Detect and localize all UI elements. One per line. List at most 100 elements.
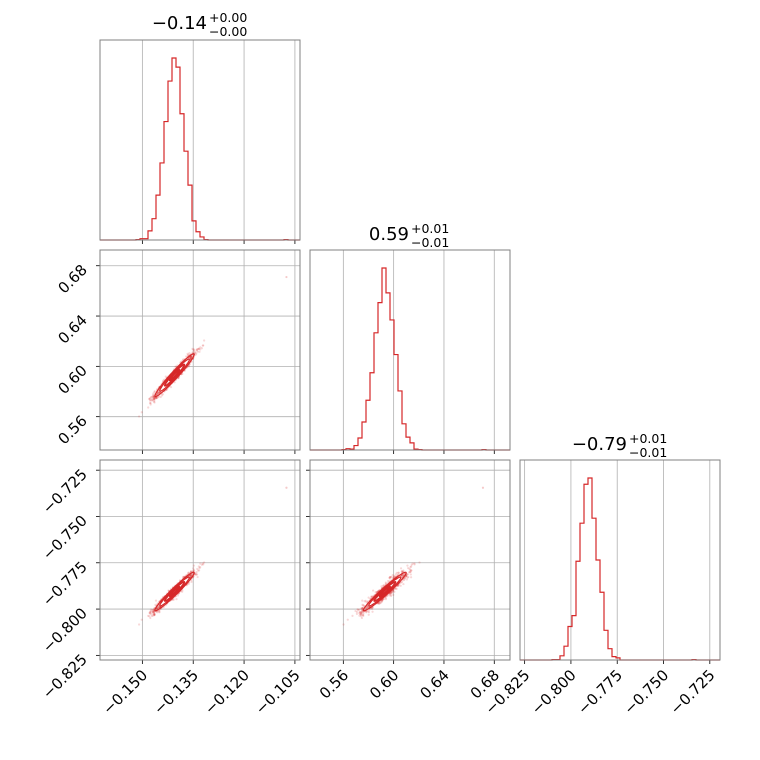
- sample-point: [151, 614, 154, 618]
- sample-point: [359, 612, 362, 616]
- sample-point: [355, 610, 359, 614]
- sample-point: [156, 607, 159, 610]
- x-tick-label: −0.135: [150, 666, 202, 718]
- sample-point: [199, 348, 202, 351]
- sample-point: [359, 611, 362, 614]
- sample-point: [196, 350, 199, 353]
- sample-point: [367, 610, 370, 613]
- sample-point: [390, 591, 393, 594]
- contour-level: [362, 571, 407, 612]
- sample-point: [360, 611, 363, 614]
- sample-point: [371, 610, 374, 613]
- sample-point: [410, 563, 413, 566]
- sample-point: [153, 398, 156, 401]
- x-tick-label: −0.150: [99, 666, 151, 718]
- sample-point: [152, 611, 156, 614]
- sample-point: [196, 567, 199, 571]
- sample-point: [407, 575, 410, 579]
- sample-point: [360, 607, 363, 610]
- contour-level: [154, 353, 195, 398]
- sample-point: [370, 595, 373, 598]
- sample-point: [151, 608, 154, 612]
- sample-point: [157, 395, 160, 398]
- sample-point: [409, 570, 412, 573]
- sample-point: [401, 574, 404, 577]
- sample-point: [182, 358, 185, 361]
- sample-point: [355, 612, 358, 615]
- sample-point: [399, 567, 403, 570]
- scatter-panel-0-2: [96, 459, 301, 664]
- sample-point: [399, 584, 402, 587]
- sample-point: [153, 396, 156, 399]
- contour-level: [154, 571, 195, 612]
- title-param-1-plus: +0.01: [411, 221, 449, 236]
- contour-level: [378, 585, 392, 598]
- sample-point: [395, 587, 398, 590]
- title-param-2-plus: +0.01: [629, 431, 667, 446]
- sample-point: [409, 569, 413, 572]
- sample-point: [155, 396, 158, 399]
- sample-point: [189, 575, 192, 578]
- sample-point: [181, 590, 184, 593]
- y-tick-label: −0.775: [39, 558, 91, 610]
- sample-point: [379, 601, 382, 604]
- sample-point: [152, 400, 156, 403]
- sample-point: [365, 601, 368, 604]
- sample-point: [405, 575, 408, 578]
- sample-point: [153, 613, 156, 616]
- sample-point: [405, 578, 409, 581]
- sample-point: [152, 610, 155, 614]
- sample-point: [160, 394, 164, 397]
- sample-point: [153, 613, 156, 616]
- sample-point: [359, 613, 362, 616]
- sample-point: [397, 571, 400, 574]
- x-tick-label: −0.750: [620, 666, 672, 718]
- sample-point: [203, 339, 206, 342]
- sample-point: [152, 395, 155, 398]
- sample-point: [342, 623, 345, 626]
- sample-point: [388, 594, 391, 597]
- tick-labels: −0.150−0.135−0.120−0.105 0.56 0.60 0.64 0.68…: [39, 261, 719, 718]
- sample-point: [156, 396, 159, 399]
- sample-point: [173, 381, 176, 384]
- sample-point: [360, 611, 363, 614]
- sample-point: [189, 574, 193, 577]
- sample-point: [199, 562, 202, 565]
- sample-point: [375, 591, 378, 594]
- sample-point: [186, 352, 189, 355]
- sample-point: [189, 355, 192, 359]
- sample-point: [151, 610, 154, 613]
- sample-point: [149, 608, 153, 611]
- sample-point: [174, 365, 177, 368]
- sample-point: [194, 351, 197, 355]
- sample-point: [413, 562, 416, 565]
- sample-point: [393, 590, 396, 593]
- panel-frame: [519, 459, 721, 661]
- sample-point: [360, 615, 363, 618]
- sample-point: [395, 571, 398, 575]
- outlier-point: [285, 275, 288, 279]
- sample-point: [152, 397, 155, 400]
- sample-point: [158, 610, 161, 613]
- sample-point: [152, 611, 155, 614]
- panel-frame: [99, 249, 301, 451]
- sample-point: [154, 603, 157, 607]
- title-param-0-minus: −0.00: [209, 24, 247, 39]
- title-param-2-minus: −0.01: [629, 445, 667, 460]
- sample-point: [197, 347, 200, 350]
- sample-point: [389, 593, 392, 596]
- sample-point: [153, 613, 156, 616]
- sample-point: [167, 589, 170, 592]
- sample-point: [154, 397, 157, 400]
- sample-point: [367, 613, 370, 616]
- sample-point: [149, 401, 152, 405]
- sample-point: [201, 344, 204, 347]
- sample-point: [153, 391, 156, 394]
- sample-point: [151, 397, 154, 400]
- sample-point: [194, 353, 197, 356]
- sample-point: [377, 602, 380, 605]
- scatter-panel-1-2: [306, 459, 511, 664]
- contour-level: [168, 368, 181, 382]
- sample-point: [359, 611, 363, 614]
